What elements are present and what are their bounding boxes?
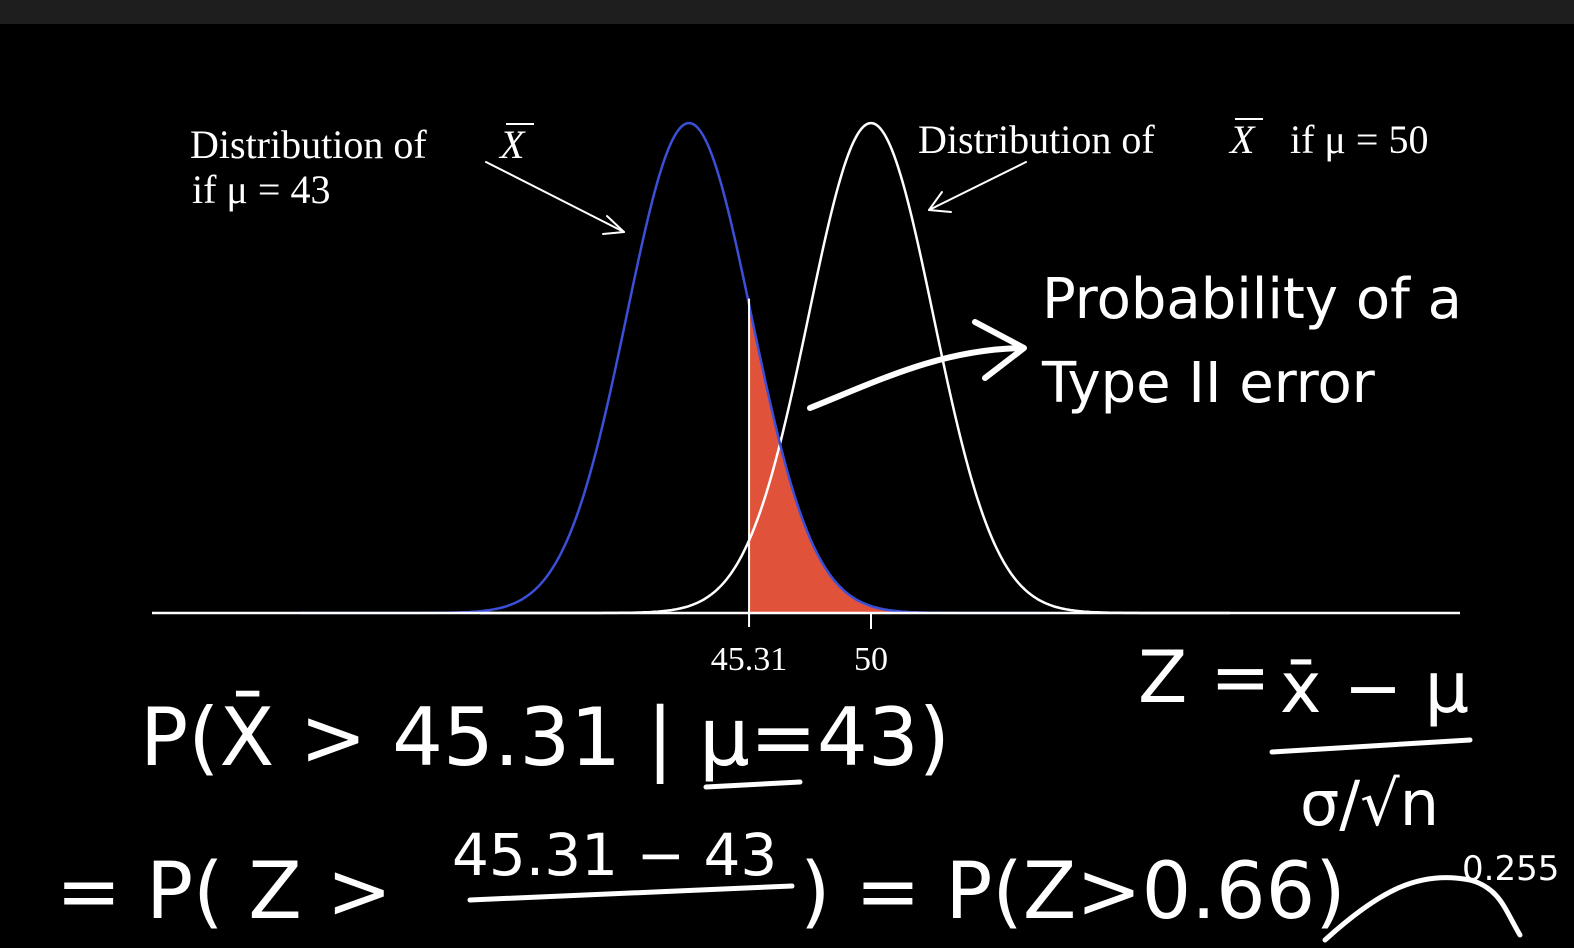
right-distribution-xbar-symbol: X bbox=[1228, 117, 1256, 162]
right-label-arrowhead bbox=[928, 191, 952, 213]
tick-label-cutoff: 45.31 bbox=[711, 641, 788, 678]
callout-arrowhead bbox=[972, 319, 1027, 381]
left-label-arrowhead bbox=[602, 215, 625, 235]
handwritten-z-formula-bar bbox=[1269, 737, 1473, 755]
window-title-bar bbox=[0, 0, 1574, 24]
right-label-pointer bbox=[928, 161, 1027, 211]
type-ii-error-shaded-area bbox=[749, 309, 1040, 613]
handwritten-corner-note: 0.255 bbox=[1462, 849, 1559, 889]
handwritten-sketch-curve bbox=[1322, 875, 1523, 943]
right-distribution-condition: if μ = 50 bbox=[1290, 117, 1428, 162]
left-label-pointer bbox=[485, 161, 625, 233]
callout-arrow-shaft bbox=[807, 345, 1023, 411]
handwritten-fraction-numerator: 45.31 − 43 bbox=[452, 821, 777, 889]
left-distribution-xbar-symbol: X bbox=[498, 122, 526, 167]
handwritten-z-formula-numerator: x̄ − μ bbox=[1280, 647, 1469, 729]
right-distribution-label: Distribution of bbox=[918, 117, 1155, 162]
tick-label-mean-50: 50 bbox=[854, 641, 888, 678]
handwritten-result: ) = P(Z>0.66) bbox=[800, 847, 1346, 937]
handwritten-fraction-bar bbox=[467, 883, 795, 903]
handwritten-underline bbox=[703, 779, 803, 790]
handwritten-z-formula-denominator: σ/√n bbox=[1300, 767, 1439, 840]
distribution-curve-mu-43 bbox=[300, 121, 1040, 615]
handwritten-z-transform: = P( Z > bbox=[56, 847, 392, 937]
handwritten-probability-statement: P(X̄ > 45.31 | μ=43) bbox=[140, 690, 950, 785]
left-distribution-label: Distribution of bbox=[190, 122, 427, 167]
handwritten-z-formula-left: Z = bbox=[1138, 635, 1271, 719]
left-distribution-condition: if μ = 43 bbox=[192, 167, 330, 212]
type-ii-callout-line2: Type II error bbox=[1041, 351, 1376, 416]
type-ii-callout-line1: Probability of a bbox=[1042, 267, 1462, 332]
